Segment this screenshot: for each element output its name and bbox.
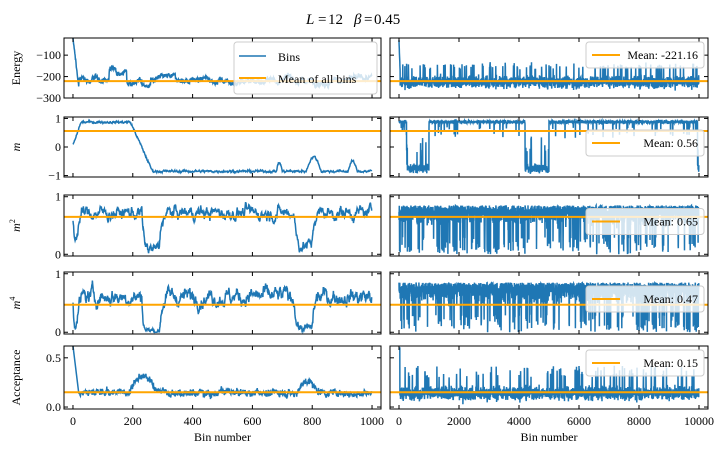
legend: Mean: 0.56 <box>585 129 705 157</box>
legend-mean-label: Mean: -221.16 <box>627 48 698 62</box>
y-tick-label: −300 <box>36 91 61 105</box>
legend: Mean: -221.16 <box>585 41 705 69</box>
y-axis-label: Energy <box>9 51 23 85</box>
panel-right-m4: Mean: 0.47 <box>389 271 709 335</box>
title-beta-value: 0.45 <box>374 12 400 28</box>
y-tick-label: 1 <box>55 267 61 281</box>
axes-frame <box>389 271 709 335</box>
legend-box <box>585 208 705 235</box>
y-tick-label: 0.5 <box>46 351 61 365</box>
y-tick-label: 1 <box>55 111 61 125</box>
legend-mean-label: Mean: 0.47 <box>643 292 698 306</box>
x-tick-label: 200 <box>124 414 142 428</box>
series-bins-line <box>399 347 700 405</box>
y-axis-label: m2 <box>8 219 23 232</box>
y-axis-label: m <box>9 142 23 151</box>
series-bins-line <box>72 346 373 400</box>
legend-box <box>585 129 705 157</box>
x-axis-label: Bin number <box>194 430 251 444</box>
axes-frame <box>389 194 709 257</box>
x-tick-label: 8000 <box>627 414 651 428</box>
series-bins-line <box>398 40 700 91</box>
legend-box <box>585 285 705 313</box>
y-tick-label: 1 <box>55 190 61 204</box>
series-bins-line <box>72 118 373 175</box>
title-L-value: 12 <box>328 12 343 28</box>
axes-frame <box>389 345 709 410</box>
panel-left-m: 1 0 −1 m <box>9 111 382 183</box>
legend: Mean: 0.47 <box>585 285 705 313</box>
y-tick-label: −100 <box>36 48 61 62</box>
legend: Mean: 0.65 <box>585 208 705 235</box>
legend-box <box>585 349 705 377</box>
legend-mean-label: Mean: 0.56 <box>643 136 698 150</box>
x-tick-label: 10000 <box>684 414 714 428</box>
y-tick-label: 0 <box>55 325 61 339</box>
legend-box <box>585 41 705 69</box>
title-L-eq: = <box>318 12 326 28</box>
panel-right-m2: Mean: 0.65 <box>389 194 709 257</box>
panel-right-energy: Mean: -221.16 <box>389 37 709 99</box>
figure-title: L = 12 β = 0.45 <box>305 12 400 28</box>
title-L: L <box>305 12 314 28</box>
y-tick-label: −1 <box>48 169 61 183</box>
axes-frame <box>63 194 382 257</box>
series-bins-line <box>72 280 373 334</box>
legend-bins-label: Bins <box>278 50 300 64</box>
legend-box <box>233 41 378 95</box>
y-axis-label: Acceptance <box>9 350 23 406</box>
title-beta-eq: = <box>364 12 372 28</box>
x-tick-label: 800 <box>303 414 321 428</box>
x-axis-label: Bin number <box>521 430 578 444</box>
legend-mean-label: Mean: 0.65 <box>643 215 698 229</box>
axes-frame <box>63 116 382 178</box>
panel-right-acceptance: 0 2000 4000 6000 8000 10000 Bin number Mean: 0.… <box>389 345 714 444</box>
panel-left-acceptance: 0 200 400 600 800 1000 Bin number 0.5 0.0 Accepta… <box>9 345 384 444</box>
legend: Bins Mean of all bins <box>233 41 378 95</box>
y-tick-label: 0.0 <box>46 400 61 414</box>
series-bins-line <box>398 117 700 174</box>
x-tick-label: 2000 <box>447 414 471 428</box>
legend: Mean: 0.15 <box>585 349 705 377</box>
panel-left-m2: 1 0 m2 <box>8 190 382 261</box>
axes-frame <box>63 271 382 335</box>
x-tick-label: 6000 <box>567 414 591 428</box>
x-tick-label: 4000 <box>507 414 531 428</box>
panel-right-m: Mean: 0.56 <box>389 116 709 178</box>
y-tick-label: 0 <box>55 247 61 261</box>
x-tick-label: 1000 <box>360 414 384 428</box>
legend-mean-label: Mean: 0.15 <box>643 356 698 370</box>
x-tick-label: 0 <box>396 414 402 428</box>
y-tick-label: 0 <box>55 140 61 154</box>
title-beta: β <box>353 12 362 28</box>
panel-left-m4: 1 0 m4 <box>8 267 382 339</box>
axes-frame <box>63 345 382 410</box>
axes-frame <box>389 37 709 99</box>
y-axis-label: m4 <box>8 297 23 310</box>
legend-mean-label: Mean of all bins <box>278 72 357 86</box>
y-tick-label: −200 <box>36 70 61 84</box>
series-bins-line <box>72 201 373 254</box>
panel-left-energy: −100 −200 −300 Energy Bins Mean of all bins <box>9 37 382 105</box>
x-tick-label: 600 <box>243 414 261 428</box>
axes-frame <box>63 37 382 99</box>
x-tick-label: 0 <box>70 414 76 428</box>
x-tick-label: 400 <box>184 414 202 428</box>
